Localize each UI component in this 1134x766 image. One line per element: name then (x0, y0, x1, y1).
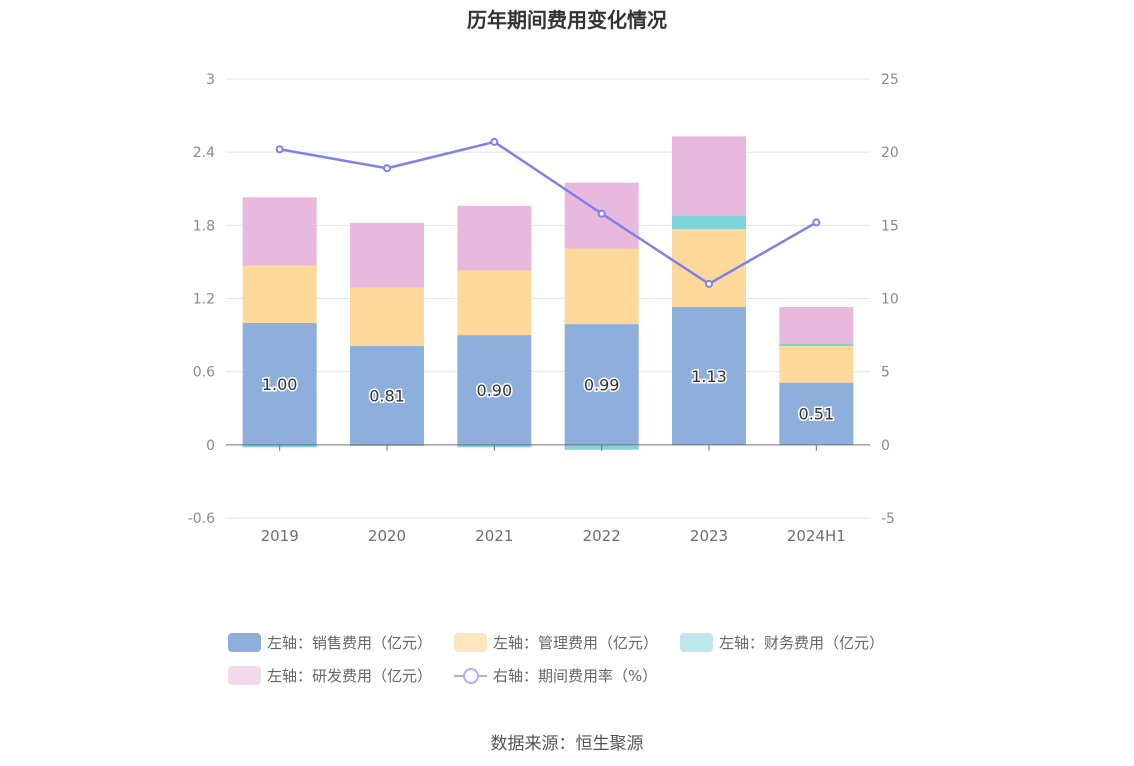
bar-segment-rnd-2024H1 (779, 307, 854, 344)
left-y-tick-label: 1.2 (193, 292, 215, 308)
bar-data-label: 0.99 (584, 375, 620, 394)
legend-label-finance: 左轴：财务费用（亿元） (719, 633, 885, 652)
left-y-tick-label: -0.6 (188, 511, 215, 527)
expense-ratio-line (279, 140, 817, 286)
bar-data-label: 0.90 (477, 381, 513, 400)
legend-row: 左轴：研发费用（亿元） 右轴：期间费用率（%） (228, 664, 928, 686)
x-axis-ticks: 2019 2020 2021 2022 2023 2024H1 (261, 527, 846, 545)
right-y-tick-label: 10 (881, 292, 899, 308)
bar-segment-rnd-2019 (242, 197, 317, 266)
bar-segment-sales-2022 (564, 324, 639, 445)
legend-swatch-finance (680, 632, 714, 652)
x-tick-label: 2023 (690, 527, 728, 545)
legend-item-rnd[interactable]: 左轴：研发费用（亿元） (228, 664, 432, 686)
bar-data-label: 0.81 (369, 386, 405, 405)
bar-data-label: 1.00 (262, 375, 298, 394)
expense-ratio-point (490, 137, 499, 146)
legend-item-expense-ratio[interactable]: 右轴：期间费用率（%） (454, 664, 657, 686)
chart-canvas: 1.00 0.81 0.90 0.99 1.13 0.51 -0.6 0 0.6 1.2 1.8 2… (188, 72, 899, 545)
legend-label-sales: 左轴：销售费用（亿元） (267, 633, 433, 652)
bar-segment-admin-2020 (350, 287, 424, 347)
legend-swatch-sales (228, 632, 261, 652)
expense-ratio-point (705, 279, 713, 288)
bar-segment-sales-2021 (457, 335, 532, 445)
bar-data-label: 1.13 (691, 367, 727, 386)
left-y-tick-label: 0 (206, 438, 215, 454)
data-source: 数据来源：恒生聚源 (490, 734, 644, 754)
expense-ratio-point (383, 164, 391, 173)
left-y-axis: -0.6 0 0.6 1.2 1.8 2.4 3 (188, 72, 215, 527)
legend-swatch-admin (454, 632, 488, 652)
bar-segment-sales-2023 (672, 307, 746, 445)
left-y-tick-label: 1.8 (193, 218, 215, 234)
legend-item-sales[interactable]: 左轴：销售费用（亿元） (228, 631, 432, 653)
legend-line-marker-icon (454, 666, 488, 685)
right-y-tick-label: 25 (881, 72, 899, 88)
legend-row: 左轴：销售费用（亿元） 左轴：管理费用（亿元） 左轴：财务费用（亿元） (228, 631, 928, 653)
left-y-tick-label: 3 (206, 72, 215, 88)
right-y-tick-label: 20 (881, 145, 899, 161)
bar-segment-admin-2024H1 (779, 346, 854, 383)
legend-swatch-rnd (228, 665, 261, 685)
bar-segment-finance-2024H1 (779, 343, 854, 347)
line-series (275, 137, 821, 288)
legend-label-rnd: 左轴：研发费用（亿元） (267, 666, 433, 685)
bar-series (242, 136, 854, 450)
left-y-tick-label: 0.6 (193, 365, 215, 381)
bar-segment-admin-2022 (564, 248, 639, 325)
right-y-tick-label: 0 (881, 438, 890, 454)
bar-segment-admin-2021 (457, 270, 532, 336)
bar-data-label: 0.51 (799, 405, 835, 424)
bar-segment-rnd-2021 (457, 205, 532, 271)
left-y-tick-label: 2.4 (193, 145, 215, 161)
bar-segment-sales-2019 (242, 322, 317, 445)
gridlines (226, 78, 870, 519)
right-y-tick-label: -5 (881, 511, 895, 527)
x-tick-label: 2024H1 (787, 527, 846, 545)
legend-label-expense-ratio: 右轴：期间费用率（%） (493, 666, 658, 685)
x-tick-label: 2020 (368, 527, 406, 545)
expense-ratio-point (275, 145, 284, 154)
x-tick-label: 2019 (261, 527, 299, 545)
right-y-tick-label: 15 (881, 218, 899, 234)
right-y-axis: -5 0 5 10 15 20 25 (881, 72, 899, 527)
bar-segment-sales-2024H1 (779, 382, 854, 445)
legend: 左轴：销售费用（亿元） 左轴：管理费用（亿元） 左轴：财务费用（亿元） 左轴：研… (228, 631, 928, 697)
chart-title: 历年期间费用变化情况 (467, 8, 667, 32)
expense-ratio-point (597, 209, 606, 218)
legend-item-finance[interactable]: 左轴：财务费用（亿元） (680, 631, 884, 653)
right-y-tick-label: 5 (881, 365, 890, 381)
bar-segment-sales-2020 (350, 346, 424, 445)
x-tick-label: 2022 (583, 527, 621, 545)
bar-segment-rnd-2023 (672, 136, 746, 216)
expense-ratio-point (812, 218, 821, 227)
data-labels: 1.00 0.81 0.90 0.99 1.13 0.51 (260, 365, 835, 425)
x-axis (226, 444, 870, 451)
x-tick-label: 2021 (475, 527, 513, 545)
legend-item-admin[interactable]: 左轴：管理费用（亿元） (454, 631, 658, 653)
bar-segment-admin-2019 (242, 265, 317, 323)
bar-segment-finance-2023 (672, 215, 746, 229)
bar-segment-rnd-2020 (350, 222, 424, 288)
legend-label-admin: 左轴：管理费用（亿元） (493, 633, 659, 652)
